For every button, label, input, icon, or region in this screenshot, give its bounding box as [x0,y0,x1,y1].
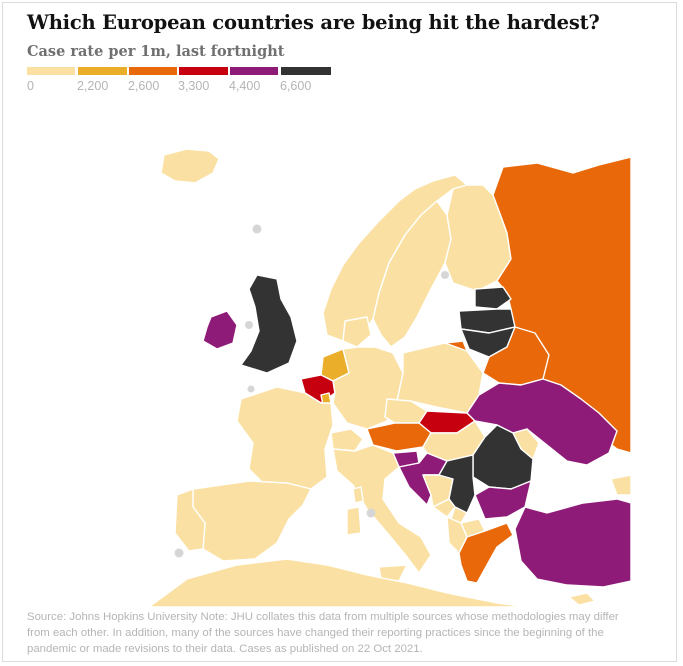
region-france [236,386,334,490]
region-iceland [160,148,220,184]
no-data-faroe-islands [252,224,262,234]
region-spain [192,480,312,562]
region-georgia [610,474,631,496]
region-united-kingdom [240,274,298,374]
legend-tick-0: 0 [27,79,34,93]
region-romania [472,424,534,490]
region-sardinia [346,506,362,536]
region-estonia [474,286,512,310]
legend-tick-5: 6,600 [280,79,312,93]
legend-swatch-5 [281,67,331,75]
no-data-aland-islands [441,271,449,279]
region-greece [458,522,514,584]
region-cyprus [568,592,596,606]
legend-swatch-0 [27,67,75,75]
legend-swatch-3 [179,67,228,75]
legend-tick-2: 2,600 [128,79,160,93]
region-turkey [514,498,631,588]
region-ireland [202,310,238,350]
source-footnote: Source: Johns Hopkins University Note: J… [27,611,619,655]
legend-swatch-2 [129,67,177,75]
chart-frame: Which European countries are being hit t… [2,2,677,662]
region-switzerland [330,428,364,452]
no-data-markers [174,224,449,558]
europe-map [27,103,631,607]
region-corsica [352,486,364,504]
no-data-vatican [366,508,376,518]
chart-subtitle: Case rate per 1m, last fortnight [27,43,285,60]
legend-swatch-1 [78,67,127,75]
color-legend: 0 2,200 2,600 3,300 4,400 6,600 [27,67,347,101]
region-portugal [174,488,206,552]
region-bulgaria [474,480,532,520]
no-data-jersey [247,385,255,393]
legend-tick-1: 2,200 [77,79,109,93]
region-north-africa [148,558,528,607]
legend-tick-4: 4,400 [229,79,261,93]
chart-title: Which European countries are being hit t… [27,11,600,34]
legend-tick-3: 3,300 [178,79,210,93]
no-data-isle-of-man [245,321,253,329]
region-ukraine [466,378,618,466]
region-belarus [482,326,550,386]
no-data-gibraltar [174,548,184,558]
region-denmark [342,316,372,348]
legend-swatch-4 [230,67,278,75]
